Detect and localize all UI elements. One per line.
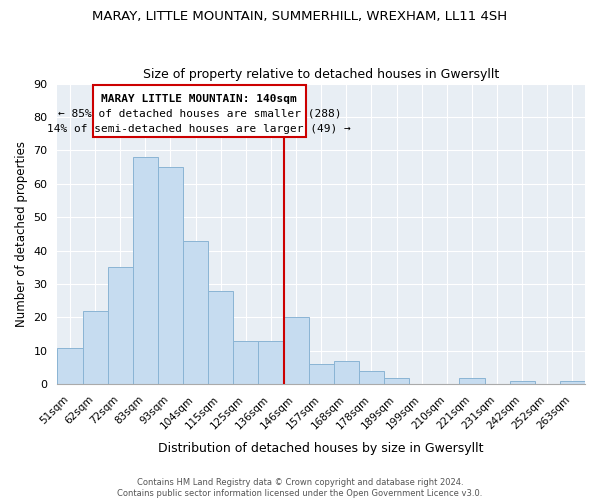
Text: 14% of semi-detached houses are larger (49) →: 14% of semi-detached houses are larger (… [47,124,351,134]
Bar [460,378,485,384]
Text: MARAY LITTLE MOUNTAIN: 140sqm: MARAY LITTLE MOUNTAIN: 140sqm [101,94,297,104]
Bar [359,371,384,384]
Bar [233,341,259,384]
Bar [560,381,585,384]
Bar [133,157,158,384]
Bar [308,364,334,384]
Bar [183,240,208,384]
Bar [107,268,133,384]
Bar [284,318,308,384]
Text: ← 85% of detached houses are smaller (288): ← 85% of detached houses are smaller (28… [58,108,341,118]
Bar [509,381,535,384]
Y-axis label: Number of detached properties: Number of detached properties [15,141,28,327]
Bar [58,348,83,385]
Bar [334,361,359,384]
X-axis label: Distribution of detached houses by size in Gwersyllt: Distribution of detached houses by size … [158,442,484,455]
FancyBboxPatch shape [92,85,306,137]
Text: Contains HM Land Registry data © Crown copyright and database right 2024.
Contai: Contains HM Land Registry data © Crown c… [118,478,482,498]
Bar [83,311,107,384]
Title: Size of property relative to detached houses in Gwersyllt: Size of property relative to detached ho… [143,68,499,81]
Bar [384,378,409,384]
Bar [259,341,284,384]
Bar [208,290,233,384]
Bar [158,167,183,384]
Text: MARAY, LITTLE MOUNTAIN, SUMMERHILL, WREXHAM, LL11 4SH: MARAY, LITTLE MOUNTAIN, SUMMERHILL, WREX… [92,10,508,23]
